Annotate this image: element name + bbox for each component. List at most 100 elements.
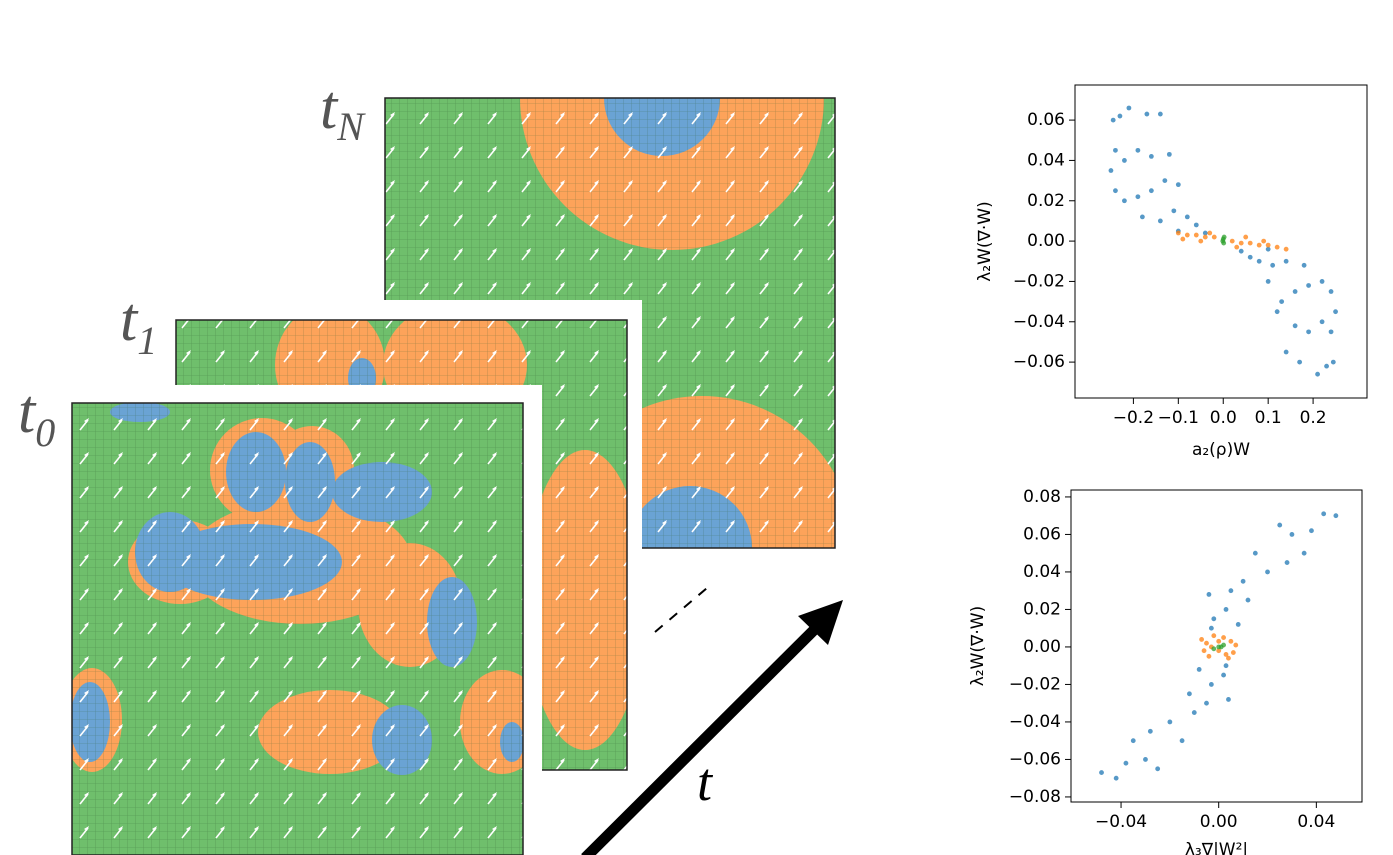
y-tick-label: −0.02: [1009, 674, 1061, 694]
scatter-point: [1111, 118, 1116, 123]
scatter-point: [1149, 188, 1154, 193]
y-tick-label: 0.00: [1027, 231, 1065, 251]
scatter-point: [1248, 241, 1253, 246]
frame-label: tN: [320, 74, 366, 149]
scatter-point: [1246, 598, 1251, 603]
scatter-point: [1167, 152, 1172, 157]
y-tick-label: −0.04: [1009, 712, 1061, 732]
scatter-point: [1197, 667, 1202, 672]
scatter-point: [1306, 283, 1311, 288]
scatter-point: [1302, 551, 1307, 556]
scatter-point: [1224, 607, 1229, 612]
scatter-point: [1229, 588, 1234, 593]
ellipsis-dashes: [655, 588, 707, 632]
figure: t tN t1 t0 0.060.040.020.00−0.02−0.04−0.…: [0, 0, 1393, 855]
scatter-point: [1185, 233, 1190, 238]
scatter-point: [1158, 112, 1163, 117]
scatter-point: [1231, 650, 1236, 655]
scatter-point: [1320, 319, 1325, 324]
scatter-point: [1243, 235, 1248, 240]
scatter-point: [1321, 511, 1326, 516]
scatter-point: [1297, 360, 1302, 365]
scatter-point: [1198, 239, 1203, 244]
scatter-point: [1113, 148, 1118, 153]
x-tick-label: 0.0: [1210, 408, 1237, 428]
scatter-point: [1309, 528, 1314, 533]
scatter-point: [1284, 259, 1289, 264]
x-tick-label: −0.2: [1113, 408, 1154, 428]
x-axis-label: a₂(ρ)W: [1192, 440, 1250, 460]
frame-label: t0: [18, 378, 55, 455]
frame-t0: [58, 385, 544, 855]
scatter-point: [1127, 106, 1132, 111]
scatter-point: [1241, 579, 1246, 584]
scatter-point: [1192, 710, 1197, 715]
y-tick-label: 0.04: [1027, 150, 1065, 170]
scatter-point: [1185, 214, 1190, 219]
scatter-point: [1248, 255, 1253, 260]
scatter-point: [1211, 616, 1216, 621]
scatter-point: [1221, 241, 1226, 246]
scatter-point: [1226, 656, 1231, 661]
scatter-point: [1099, 770, 1104, 775]
scatter-point: [1257, 259, 1262, 264]
x-axis-label: λ₃∇|W²|: [1185, 840, 1248, 855]
scatter-point: [1207, 592, 1212, 597]
scatter-point: [1194, 223, 1199, 228]
scatter-point: [1226, 697, 1231, 702]
scatter-point: [1233, 643, 1238, 648]
scatter-point: [1180, 237, 1185, 242]
scatter-point: [1284, 350, 1289, 355]
scatter-chart: 0.060.040.020.00−0.02−0.04−0.06−0.2−0.10…: [975, 85, 1367, 460]
scatter-point: [1204, 641, 1209, 646]
scatter-point: [1224, 663, 1229, 668]
scatter-chart: 0.080.060.040.020.00−0.02−0.04−0.06−0.08…: [968, 487, 1362, 855]
scatter-point: [1207, 231, 1212, 236]
scatter-point: [1162, 178, 1167, 183]
scatter-point: [1265, 570, 1270, 575]
scatter-point: [1270, 263, 1275, 268]
scatter-point: [1131, 738, 1136, 743]
scatter-point: [1230, 239, 1235, 244]
scatter-point: [1284, 247, 1289, 252]
y-tick-label: 0.00: [1023, 637, 1061, 657]
frame-label: t1: [120, 286, 157, 363]
scatter-point: [1221, 635, 1226, 640]
scatter-point: [1324, 364, 1329, 369]
scatter-point: [1209, 626, 1214, 631]
frame-subscript: 0: [35, 410, 55, 455]
scatter-point: [1277, 523, 1282, 528]
x-tick-label: 0.1: [1255, 408, 1282, 428]
scatter-point: [1199, 637, 1204, 642]
x-tick-label: 0.04: [1297, 812, 1335, 832]
scatter-point: [1167, 720, 1172, 725]
scatter-point: [1279, 299, 1284, 304]
y-tick-label: −0.06: [1009, 749, 1061, 769]
scatter-point: [1176, 231, 1181, 236]
frame-subscript: N: [336, 104, 366, 149]
y-tick-label: −0.02: [1013, 271, 1065, 291]
scatter-point: [1253, 551, 1258, 556]
scatter-point: [1143, 757, 1148, 762]
frame-symbol: t: [320, 74, 339, 142]
frame-subscript: 1: [137, 318, 157, 363]
scatter-point: [1124, 761, 1129, 766]
scatter-point: [1135, 148, 1140, 153]
scatter-point: [1315, 372, 1320, 377]
scatter-point: [1329, 289, 1334, 294]
scatter-point: [1113, 188, 1118, 193]
scatter-point: [1180, 738, 1185, 743]
scatter-point: [1320, 279, 1325, 284]
scatter-point: [1257, 243, 1262, 248]
scatter-point: [1211, 633, 1216, 638]
scatter-point: [1207, 654, 1212, 659]
scatter-point: [1293, 323, 1298, 328]
scatter-point: [1144, 112, 1149, 117]
scatter-point: [1149, 154, 1154, 159]
scatter-point: [1221, 673, 1226, 678]
scatter-point: [1234, 245, 1239, 250]
y-tick-label: 0.06: [1023, 524, 1061, 544]
scatter-point: [1171, 208, 1176, 213]
scatter-point: [1148, 729, 1153, 734]
y-tick-label: −0.04: [1013, 312, 1065, 332]
